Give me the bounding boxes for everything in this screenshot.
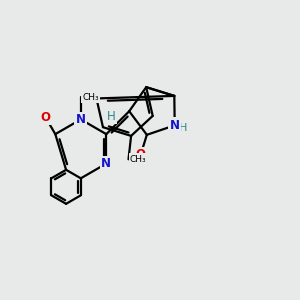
Text: N: N — [170, 119, 180, 132]
Text: CH₃: CH₃ — [130, 155, 147, 164]
Text: H: H — [179, 123, 187, 133]
Text: O: O — [41, 111, 51, 124]
Text: N: N — [76, 113, 86, 126]
Text: CH₃: CH₃ — [82, 93, 99, 102]
Text: N: N — [101, 157, 111, 170]
Text: H: H — [107, 110, 116, 122]
Text: O: O — [136, 148, 146, 161]
